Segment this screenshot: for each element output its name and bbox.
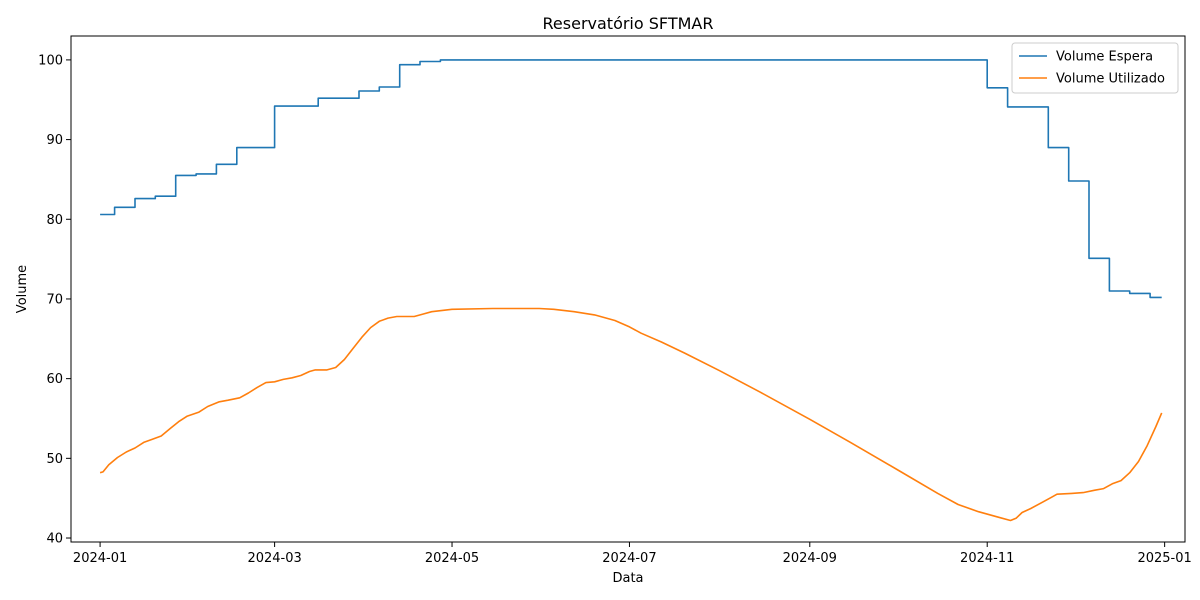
y-axis-label: Volume <box>15 265 30 313</box>
y-tick-label: 90 <box>46 133 63 148</box>
y-axis-ticks: 40 50 60 70 80 90 100 <box>38 53 71 547</box>
chart-title: Reservatório SFTMAR <box>543 14 714 33</box>
plot-area <box>70 35 1186 543</box>
legend: Volume Espera Volume Utilizado <box>1011 42 1179 94</box>
y-tick-label: 70 <box>46 292 63 307</box>
x-axis-label: Data <box>612 571 643 586</box>
series-layer <box>99 59 1163 522</box>
legend-label-volume-utilizado: Volume Utilizado <box>1056 72 1165 87</box>
x-tick-label: 2024-11 <box>960 551 1014 566</box>
x-tick-label: 2024-03 <box>247 551 301 566</box>
y-tick-label: 100 <box>38 53 63 68</box>
y-tick-label: 80 <box>46 213 63 228</box>
y-tick-label: 40 <box>46 532 63 547</box>
plot-frame <box>70 35 1186 543</box>
x-tick-label: 2025-01 <box>1137 551 1191 566</box>
x-tick-label: 2024-01 <box>73 551 127 566</box>
legend-box <box>1011 42 1179 94</box>
x-tick-label: 2024-07 <box>602 551 656 566</box>
series-line-volume-espera <box>100 59 1162 299</box>
y-tick-label: 60 <box>46 372 63 387</box>
x-tick-label: 2024-09 <box>783 551 837 566</box>
y-tick-label: 50 <box>46 452 63 467</box>
x-tick-label: 2024-05 <box>425 551 479 566</box>
legend-label-volume-espera: Volume Espera <box>1056 50 1153 65</box>
x-axis-ticks: 2024-01 2024-03 2024-05 2024-07 2024-09 2024-… <box>73 542 1192 566</box>
series-line-volume-utilizado <box>99 307 1163 522</box>
